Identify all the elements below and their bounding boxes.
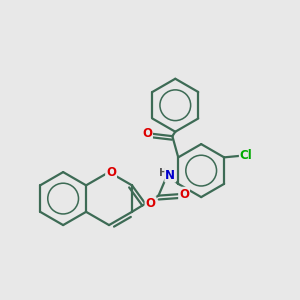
- Text: O: O: [106, 166, 116, 178]
- Text: Cl: Cl: [240, 149, 253, 162]
- Text: O: O: [146, 197, 155, 210]
- Text: H: H: [158, 168, 167, 178]
- Text: O: O: [142, 127, 152, 140]
- Text: O: O: [179, 188, 189, 201]
- Text: N: N: [165, 169, 175, 182]
